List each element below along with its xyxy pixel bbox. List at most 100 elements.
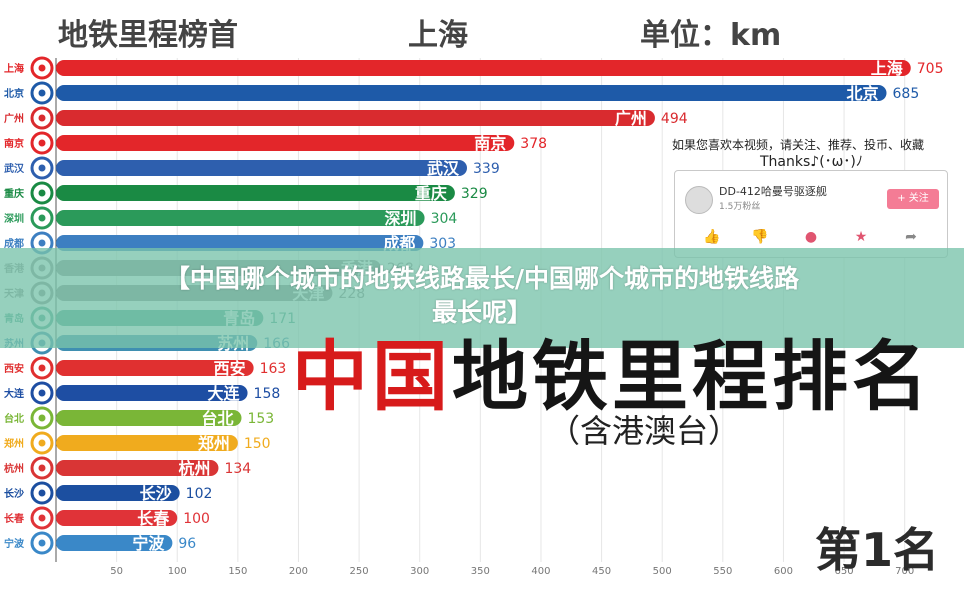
bar-city-label: 长沙: [140, 484, 172, 503]
bar-value-label: 102: [186, 486, 213, 502]
bar-value-label: 153: [247, 411, 274, 427]
bar-value-label: 378: [520, 136, 547, 152]
bar: [56, 435, 238, 451]
bar: [56, 185, 455, 201]
bar: [56, 510, 178, 526]
bar-value-label: 150: [244, 436, 271, 452]
bar: [56, 410, 242, 426]
metro-logo-dot: [38, 139, 46, 147]
metro-logo-dot: [38, 539, 46, 547]
x-tick-label: 200: [289, 566, 308, 577]
x-tick-label: 350: [471, 566, 490, 577]
bar: [56, 85, 887, 101]
coin-icon[interactable]: ●: [804, 229, 818, 245]
support-prompt-text: 如果您喜欢本视频，请关注、推荐、投币、收藏: [672, 138, 925, 152]
bar-value-label: 705: [917, 61, 944, 77]
bar: [56, 210, 425, 226]
metro-logo-dot: [38, 439, 46, 447]
city-label: 重庆: [4, 187, 24, 200]
metro-logo-dot: [38, 239, 46, 247]
overlay-title: 【中国哪个城市的地铁线路最长/中国哪个城市的地铁线路 最长呢】: [0, 262, 964, 330]
uploader-card: DD-412哈曼号驱逐舰 1.5万粉丝 + 关注 👍 👎 ● ★ ➦: [674, 170, 948, 258]
city-label: 南京: [4, 137, 24, 150]
center-header-city: 上海: [408, 18, 468, 53]
card-action-icons: 👍 👎 ● ★ ➦: [703, 229, 943, 253]
x-tick-label: 150: [228, 566, 247, 577]
city-label: 广州: [4, 112, 24, 125]
bar-city-label: 西安: [214, 359, 246, 378]
metro-logo-dot: [38, 189, 46, 197]
x-tick-label: 650: [835, 566, 854, 577]
ranking-title-red: 中国: [292, 332, 452, 421]
bar-city-label: 武汉: [427, 159, 460, 178]
overlay-title-line1: 【中国哪个城市的地铁线路最长/中国哪个城市的地铁线路: [164, 264, 800, 293]
x-tick-label: 450: [592, 566, 611, 577]
overlay-title-line2: 最长呢】: [431, 298, 532, 327]
city-label: 成都: [4, 237, 24, 250]
bar-value-label: 96: [178, 536, 196, 552]
bar-value-label: 339: [473, 161, 500, 177]
x-tick-label: 300: [410, 566, 429, 577]
dislike-icon[interactable]: 👎: [751, 229, 769, 245]
star-icon[interactable]: ★: [854, 229, 868, 245]
bar-value-label: 329: [461, 186, 488, 202]
city-label: 西安: [4, 362, 24, 375]
bar: [56, 110, 655, 126]
x-tick-label: 50: [110, 566, 123, 577]
bar-value-label: 163: [260, 361, 287, 377]
right-header-unit: 单位：km: [640, 18, 782, 53]
bar-value-label: 100: [183, 511, 210, 527]
bar: [56, 385, 248, 401]
x-tick-label: 500: [653, 566, 672, 577]
bar-value-label: 494: [661, 111, 688, 127]
metro-logo-dot: [38, 464, 46, 472]
bar-city-label: 长春: [137, 509, 170, 528]
x-tick-label: 250: [350, 566, 369, 577]
city-label: 长沙: [4, 487, 24, 500]
metro-logo-dot: [38, 364, 46, 372]
city-label: 北京: [4, 87, 24, 100]
bar-city-label: 宁波: [132, 534, 165, 553]
bar-city-label: 南京: [474, 134, 506, 153]
bar-city-label: 杭州: [178, 459, 210, 478]
rank-label: 第1名: [815, 523, 940, 577]
bar-city-label: 广州: [615, 109, 647, 128]
ranking-title-black: 地铁里程排名: [452, 332, 932, 421]
bar-value-label: 304: [431, 211, 458, 227]
title-overlay-banner: [0, 248, 964, 348]
bar-city-label: 郑州: [198, 434, 230, 453]
x-tick-label: 600: [774, 566, 793, 577]
bar-value-label: 158: [254, 386, 281, 402]
bar-city-label: 台北: [201, 409, 233, 428]
metro-logo-dot: [38, 214, 46, 222]
x-tick-label: 700: [895, 566, 914, 577]
metro-logo-dot: [38, 514, 46, 522]
bar-city-label: 深圳: [385, 209, 417, 228]
city-label: 台北: [4, 412, 24, 425]
like-icon[interactable]: 👍: [703, 229, 721, 245]
city-label: 深圳: [4, 212, 24, 225]
bar-city-label: 北京: [846, 84, 878, 103]
bar: [56, 535, 173, 551]
follow-button[interactable]: + 关注: [887, 189, 939, 209]
ranking-big-title: 中国地铁里程排名: [292, 315, 932, 425]
bar: [56, 485, 180, 501]
bar-city-label: 重庆: [415, 184, 447, 203]
city-label: 上海: [4, 62, 24, 75]
left-header-title: 地铁里程榜首: [58, 18, 238, 53]
share-icon[interactable]: ➦: [905, 229, 917, 245]
metro-logo-dot: [38, 414, 46, 422]
thanks-text: Thanks♪(･ω･)ﾉ: [760, 154, 863, 170]
bar-value-label: 685: [893, 86, 920, 102]
bar-city-label: 大连: [208, 384, 241, 403]
bar: [56, 235, 424, 251]
uploader-name: DD-412哈曼号驱逐舰: [719, 185, 827, 198]
bar: [56, 460, 219, 476]
city-label: 武汉: [4, 162, 25, 175]
metro-logo-dot: [38, 114, 46, 122]
bar: [56, 160, 468, 176]
city-label: 长春: [4, 512, 24, 525]
city-label: 杭州: [4, 462, 24, 475]
ranking-subtitle: （含港澳台）: [548, 412, 741, 450]
metro-logo-dot: [38, 489, 46, 497]
